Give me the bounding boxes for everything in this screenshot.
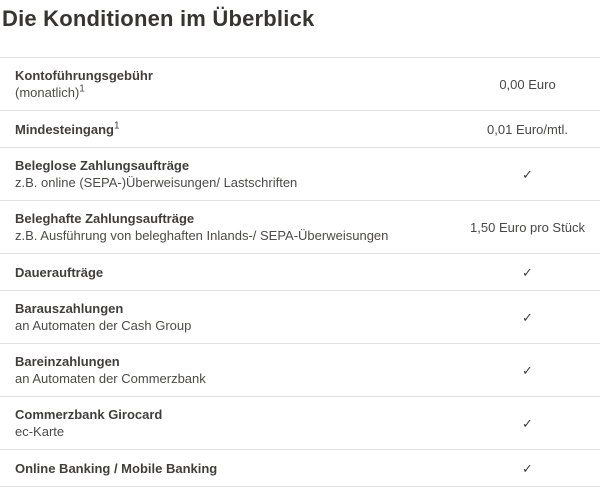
condition-value-cell: 0,00 Euro	[455, 76, 600, 93]
condition-label-footnote: 1	[113, 120, 120, 132]
check-icon: ✓	[522, 415, 533, 431]
condition-label-text: Beleghafte Zahlungsaufträge	[15, 211, 195, 226]
condition-label-text: Barauszahlungen	[15, 301, 124, 316]
conditions-table: Kontoführungsgebühr (monatlich)1 0,00 Eu…	[0, 57, 600, 487]
condition-value-cell: 0,01 Euro/mtl.	[455, 121, 600, 138]
condition-value-cell: ✓	[455, 460, 600, 477]
condition-value-cell: ✓	[455, 415, 600, 432]
condition-label-cell: Kontoführungsgebühr (monatlich)1	[0, 67, 455, 101]
condition-label-text: Commerzbank Girocard	[15, 407, 163, 422]
condition-label-text: Bareinzahlungen	[15, 354, 120, 369]
condition-value-cell: ✓	[455, 166, 600, 183]
table-row: Commerzbank Girocard ec-Karte ✓	[0, 396, 600, 449]
condition-label: Daueraufträge	[15, 264, 445, 281]
condition-label-cell: Beleglose Zahlungsaufträge z.B. online (…	[0, 157, 455, 191]
condition-label-text: Mindesteingang	[15, 121, 114, 137]
condition-description-text: ec-Karte	[15, 424, 65, 439]
condition-description: ec-Karte	[15, 424, 445, 440]
condition-description-text: z.B. Ausführung von beleghaften Inlands-…	[15, 228, 389, 243]
table-row: Mindesteingang1 0,01 Euro/mtl.	[0, 110, 600, 147]
condition-label: Beleghafte Zahlungsaufträge	[15, 210, 445, 227]
condition-label: Commerzbank Girocard	[15, 406, 445, 423]
condition-label: Barauszahlungen	[15, 300, 445, 317]
condition-value-cell: ✓	[455, 309, 600, 326]
condition-label-cell: Commerzbank Girocard ec-Karte	[0, 406, 455, 440]
condition-label-cell: Daueraufträge	[0, 264, 455, 281]
condition-label-text: Daueraufträge	[15, 264, 104, 280]
condition-description-text: (monatlich)	[15, 85, 80, 100]
table-row: Barauszahlungen an Automaten der Cash Gr…	[0, 290, 600, 343]
condition-description: z.B. online (SEPA-)Überweisungen/ Lastsc…	[15, 175, 445, 191]
condition-description-footnote: 1	[79, 83, 85, 95]
check-icon: ✓	[522, 166, 533, 182]
condition-description: z.B. Ausführung von beleghaften Inlands-…	[15, 228, 445, 244]
condition-label: Beleglose Zahlungsaufträge	[15, 157, 445, 174]
condition-label: Kontoführungsgebühr	[15, 67, 445, 84]
table-row: Daueraufträge ✓	[0, 253, 600, 290]
condition-label-text: Kontoführungsgebühr	[15, 68, 153, 83]
condition-value-text: 0,00 Euro	[499, 76, 556, 92]
condition-value-text: 1,50 Euro pro Stück	[470, 219, 585, 235]
condition-value-cell: 1,50 Euro pro Stück	[455, 219, 600, 236]
page-title: Die Konditionen im Überblick	[2, 6, 315, 31]
table-row: Online Banking / Mobile Banking ✓	[0, 449, 600, 486]
condition-value-cell: ✓	[455, 264, 600, 281]
condition-label-cell: Barauszahlungen an Automaten der Cash Gr…	[0, 300, 455, 334]
condition-label-cell: Beleghafte Zahlungsaufträge z.B. Ausführ…	[0, 210, 455, 244]
condition-label: Mindesteingang1	[15, 121, 445, 138]
check-icon: ✓	[522, 460, 533, 476]
condition-label-cell: Online Banking / Mobile Banking	[0, 460, 455, 477]
table-row: Bareinzahlungen an Automaten der Commerz…	[0, 343, 600, 396]
condition-value-cell: ✓	[455, 362, 600, 379]
condition-description-text: z.B. online (SEPA-)Überweisungen/ Lastsc…	[15, 175, 298, 190]
check-icon: ✓	[522, 264, 533, 280]
condition-description: (monatlich)1	[15, 83, 445, 101]
check-icon: ✓	[522, 362, 533, 378]
condition-label: Bareinzahlungen	[15, 353, 445, 370]
table-row: Beleghafte Zahlungsaufträge z.B. Ausführ…	[0, 200, 600, 253]
table-row: Beleglose Zahlungsaufträge z.B. online (…	[0, 147, 600, 200]
check-icon: ✓	[522, 309, 533, 325]
condition-label-text: Beleglose Zahlungsaufträge	[15, 158, 190, 173]
condition-description-text: an Automaten der Commerzbank	[15, 371, 206, 386]
condition-label-cell: Mindesteingang1	[0, 121, 455, 138]
condition-description: an Automaten der Commerzbank	[15, 371, 445, 387]
condition-value-text: 0,01 Euro/mtl.	[487, 121, 568, 137]
table-row: Kontoführungsgebühr (monatlich)1 0,00 Eu…	[0, 57, 600, 110]
condition-description-text: an Automaten der Cash Group	[15, 318, 192, 333]
condition-label-cell: Bareinzahlungen an Automaten der Commerz…	[0, 353, 455, 387]
condition-description: an Automaten der Cash Group	[15, 318, 445, 334]
condition-label: Online Banking / Mobile Banking	[15, 460, 445, 477]
condition-label-text: Online Banking / Mobile Banking	[15, 460, 218, 476]
